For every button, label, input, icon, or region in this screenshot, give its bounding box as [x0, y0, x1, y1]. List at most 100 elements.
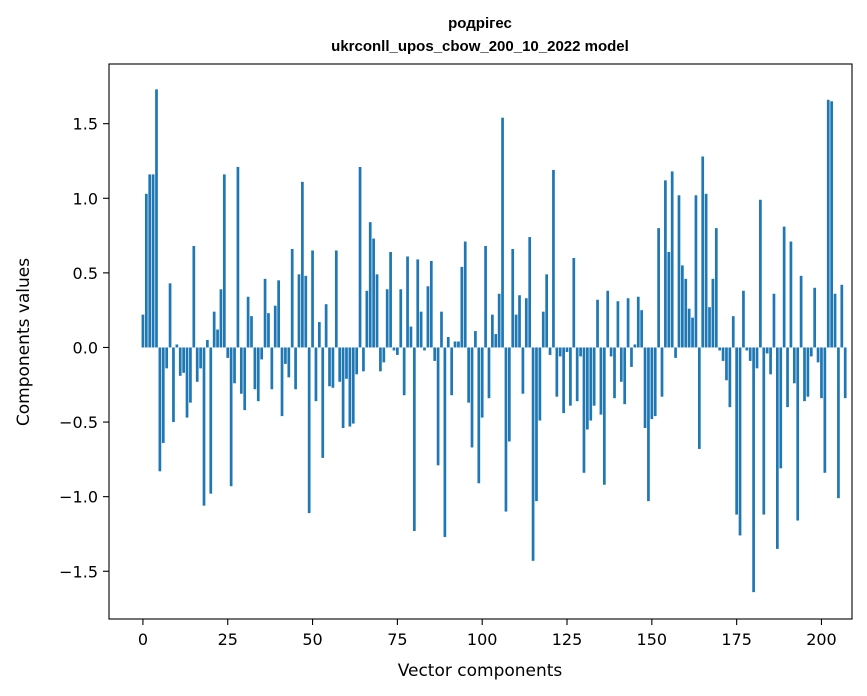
bar-29 — [239, 347, 243, 394]
bar-2 — [148, 174, 152, 348]
bar-110 — [514, 314, 518, 348]
bar-140 — [616, 301, 620, 348]
bar-71 — [382, 347, 386, 363]
bar-108 — [507, 347, 511, 442]
bar-91 — [450, 347, 454, 396]
y-tick-label-3: 0.0 — [73, 338, 98, 357]
bar-136 — [602, 347, 606, 485]
bar-142 — [623, 347, 627, 405]
bar-124 — [562, 347, 565, 414]
bar-23 — [219, 289, 223, 348]
bar-50 — [311, 250, 314, 348]
bar-169 — [714, 228, 718, 348]
bar-26 — [229, 347, 233, 487]
x-tick-label-75: 75 — [387, 630, 407, 649]
bar-163 — [694, 195, 698, 348]
bar-85 — [429, 260, 433, 348]
bar-37 — [267, 313, 270, 348]
bar-111 — [518, 295, 521, 348]
bar-170 — [718, 347, 722, 351]
bar-180 — [752, 347, 755, 593]
bar-173 — [728, 347, 732, 408]
bar-10 — [175, 344, 179, 348]
bar-116 — [535, 347, 538, 502]
bar-197 — [809, 347, 813, 357]
bar-51 — [314, 347, 318, 402]
bar-6 — [161, 347, 165, 443]
bar-130 — [582, 347, 586, 473]
bar-81 — [416, 259, 420, 348]
bar-132 — [589, 347, 593, 421]
bar-153 — [660, 347, 664, 397]
bar-5 — [158, 347, 162, 472]
bar-168 — [711, 278, 715, 348]
bar-89 — [443, 347, 447, 537]
bar-154 — [664, 180, 667, 348]
y-axis-ticks: −1.5 −1.0 −0.5 0.0 0.5 1.0 1.5 — [59, 115, 109, 581]
bar-27 — [233, 347, 236, 384]
bar-177 — [742, 290, 745, 348]
bar-128 — [575, 347, 579, 402]
bar-137 — [606, 290, 610, 348]
bar-69 — [375, 274, 379, 348]
bar-22 — [216, 329, 219, 348]
bar-200 — [820, 347, 823, 399]
bar-146 — [636, 296, 640, 348]
bar-179 — [748, 347, 752, 361]
bar-41 — [280, 347, 284, 417]
bar-43 — [287, 347, 291, 378]
bar-64 — [358, 166, 362, 348]
bar-42 — [284, 347, 287, 364]
bar-109 — [511, 249, 515, 348]
bar-47 — [301, 181, 304, 348]
bar-34 — [256, 347, 260, 402]
bar-11 — [178, 347, 182, 376]
bar-164 — [697, 347, 701, 449]
bar-68 — [372, 238, 375, 348]
bar-172 — [725, 347, 728, 381]
bar-24 — [222, 174, 226, 348]
bar-159 — [681, 265, 684, 348]
bar-160 — [684, 278, 688, 348]
bar-79 — [409, 326, 413, 348]
x-axis-ticks: 0 25 50 75 100 125 150 175 200 — [138, 619, 837, 649]
bar-12 — [182, 347, 185, 373]
bar-36 — [263, 278, 267, 348]
bar-59 — [341, 347, 345, 429]
y-tick-label-0: −1.5 — [59, 562, 98, 581]
bar-53 — [321, 347, 325, 458]
bar-57 — [334, 250, 338, 348]
bar-94 — [460, 266, 464, 348]
bar-189 — [782, 226, 786, 348]
bar-181 — [755, 347, 759, 369]
bar-13 — [185, 347, 189, 418]
bar-100 — [480, 347, 484, 418]
bar-77 — [402, 347, 406, 396]
bars-group — [141, 89, 847, 593]
y-tick-label-6: 1.5 — [73, 115, 98, 134]
bar-70 — [379, 347, 382, 372]
bar-38 — [270, 347, 274, 390]
bar-161 — [687, 308, 691, 348]
bar-49 — [307, 347, 311, 514]
y-tick-label-5: 1.0 — [73, 189, 98, 208]
bar-18 — [202, 347, 206, 506]
bar-201 — [823, 347, 827, 473]
bar-191 — [789, 241, 793, 348]
bar-144 — [630, 347, 633, 367]
bar-107 — [504, 347, 508, 512]
bar-66 — [365, 290, 369, 348]
bar-86 — [433, 347, 437, 361]
bar-125 — [565, 347, 569, 352]
bar-21 — [212, 311, 216, 348]
bar-104 — [494, 334, 498, 348]
bar-196 — [806, 347, 810, 397]
bar-20 — [209, 347, 213, 494]
bar-84 — [426, 286, 430, 348]
bar-105 — [497, 293, 501, 348]
bar-7 — [165, 347, 169, 369]
bar-72 — [385, 289, 389, 348]
bar-143 — [626, 298, 630, 348]
chart-title-line-1: родрігес — [448, 15, 512, 32]
